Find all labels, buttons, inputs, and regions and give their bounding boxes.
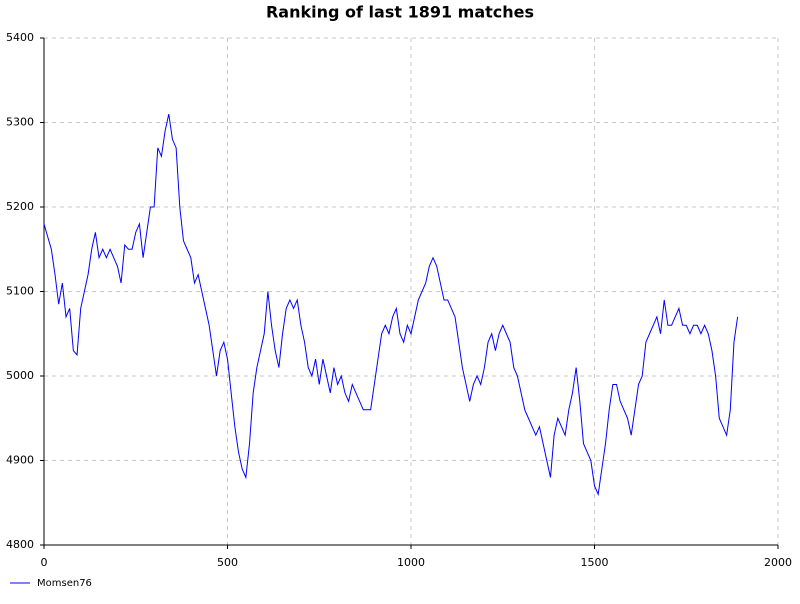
y-tick-label: 5100: [6, 285, 34, 298]
y-tick-label: 5400: [6, 31, 34, 44]
x-tick-label: 500: [217, 556, 238, 569]
x-tick-label: 0: [41, 556, 48, 569]
y-tick-label: 4900: [6, 454, 34, 467]
x-tick-label: 2000: [764, 556, 792, 569]
chart-title: Ranking of last 1891 matches: [266, 3, 534, 22]
y-tick-label: 5200: [6, 200, 34, 213]
y-tick-label: 4800: [6, 538, 34, 551]
data-line: [43, 113, 739, 497]
x-tick-label: 1000: [397, 556, 425, 569]
y-tick-label: 5300: [6, 116, 34, 129]
x-tick-label: 1500: [581, 556, 609, 569]
y-tick-label: 5000: [6, 369, 34, 382]
legend-label: Momsen76: [37, 578, 92, 589]
